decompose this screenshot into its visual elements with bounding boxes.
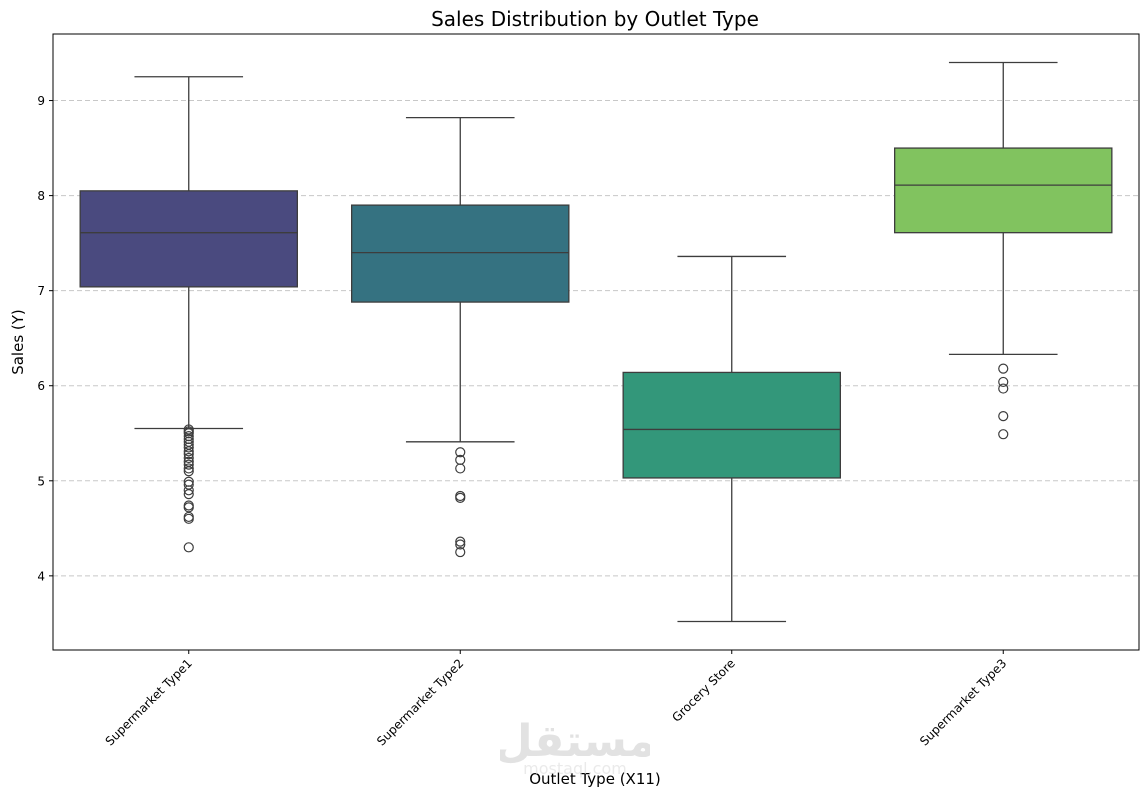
y-tick-label: 7	[37, 284, 45, 298]
outlier-point	[183, 485, 194, 496]
outlier-point	[998, 363, 1009, 374]
outlier-point	[183, 442, 194, 453]
outlier-point	[183, 513, 194, 524]
outlier-point	[455, 463, 466, 474]
y-tick-label: 8	[37, 189, 45, 203]
y-tick-label: 4	[37, 569, 45, 583]
outlier-point	[183, 463, 194, 474]
y-tick-label: 9	[37, 94, 45, 108]
x-axis: Supermarket Type1 Supermarket Type2 Grocer…	[103, 650, 1009, 749]
y-axis-label: Sales (Y)	[9, 309, 27, 375]
outlier-point	[998, 411, 1009, 422]
outlier-point	[998, 383, 1009, 394]
outlier-point	[183, 488, 194, 500]
outlier-point	[183, 446, 194, 457]
outlier-point	[455, 539, 466, 550]
outlier-point	[183, 452, 194, 464]
box-group	[350, 117, 570, 558]
y-tick-label: 6	[37, 379, 45, 393]
outlier-point	[183, 459, 194, 470]
box-iqr	[79, 190, 298, 288]
outlier-point	[998, 376, 1009, 388]
box-group	[622, 255, 842, 623]
x-axis-label: Outlet Type (X11)	[529, 770, 661, 788]
outlier-point	[455, 546, 466, 558]
boxes	[79, 61, 1113, 623]
outlier-point	[183, 542, 194, 553]
outlier-point	[183, 466, 194, 477]
box-group	[894, 61, 1113, 440]
outlier-point	[998, 429, 1009, 440]
chart-title: Sales Distribution by Outlet Type	[431, 7, 759, 31]
y-tick-label: 5	[37, 474, 45, 488]
x-tick-label: Grocery Store	[669, 656, 737, 724]
x-tick-label: Supermarket Type3	[917, 656, 1009, 748]
x-tick-label: Supermarket Type1	[103, 656, 195, 748]
outlier-point	[455, 492, 466, 504]
outlier-point	[183, 449, 194, 460]
box-group	[79, 76, 298, 553]
box-iqr	[350, 204, 570, 303]
plot-frame	[52, 33, 1140, 651]
outlier-point	[455, 447, 466, 458]
box-iqr	[622, 371, 842, 479]
box-iqr	[894, 147, 1113, 234]
outlier-point	[455, 536, 466, 547]
y-axis: 4 5 6 7 8 9	[37, 94, 53, 583]
x-tick-label: Supermarket Type2	[374, 656, 466, 748]
